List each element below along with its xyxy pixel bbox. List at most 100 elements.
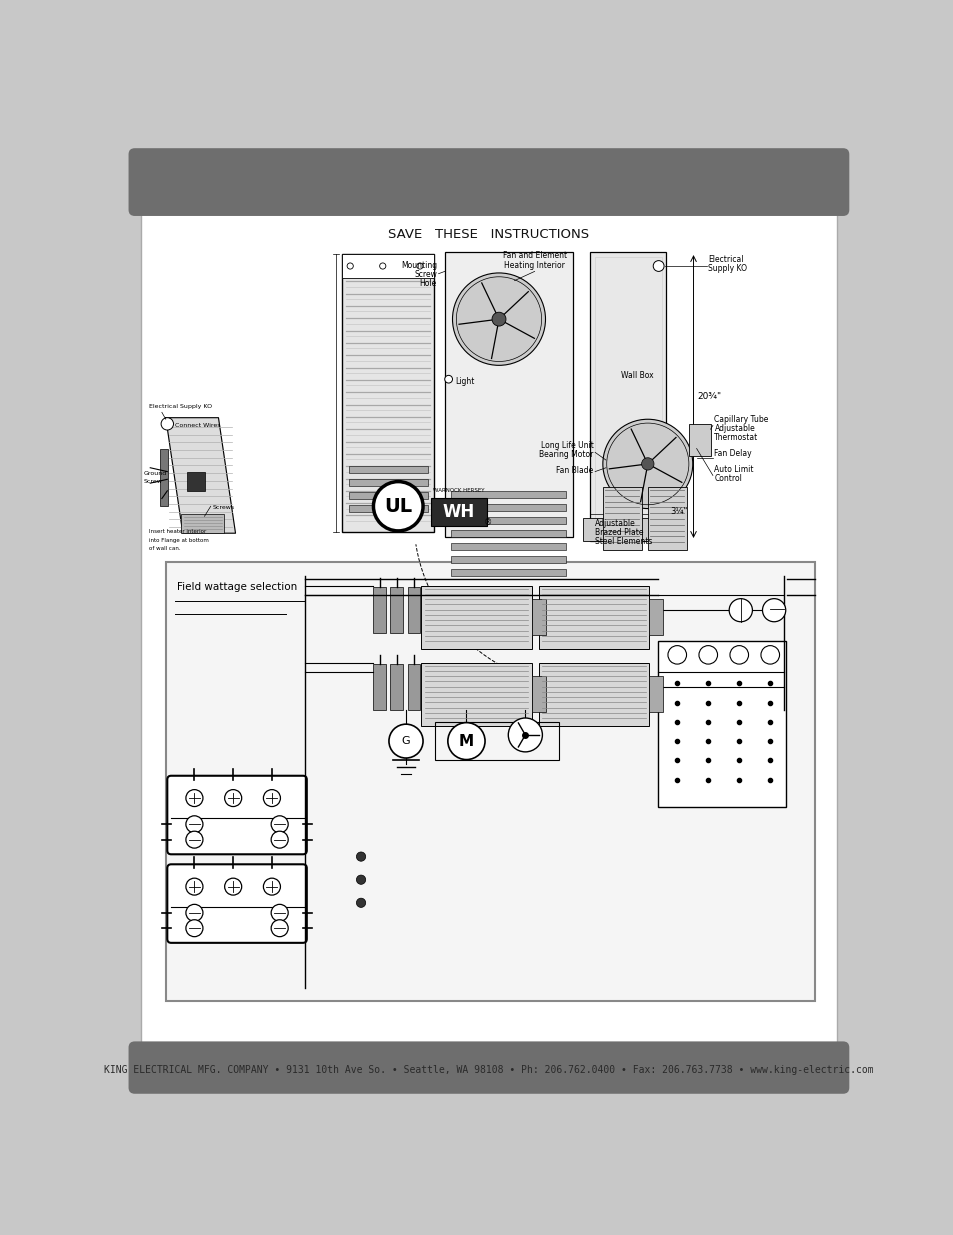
Text: Long Life Unit: Long Life Unit <box>540 441 593 451</box>
Circle shape <box>271 816 288 832</box>
Text: Brazed Plate: Brazed Plate <box>595 527 643 537</box>
Text: SAVE   THESE   INSTRUCTIONS: SAVE THESE INSTRUCTIONS <box>388 228 589 241</box>
Circle shape <box>416 263 422 269</box>
Text: Supply KO: Supply KO <box>707 264 746 273</box>
Circle shape <box>186 831 203 848</box>
Bar <box>451 504 566 511</box>
Circle shape <box>356 898 365 908</box>
Circle shape <box>447 722 484 760</box>
Text: Wall Box: Wall Box <box>620 370 654 379</box>
Bar <box>421 585 531 648</box>
Bar <box>390 664 402 710</box>
Bar <box>390 587 402 634</box>
Circle shape <box>641 458 654 471</box>
Bar <box>451 543 566 550</box>
Text: Capillary Tube: Capillary Tube <box>714 415 768 424</box>
Circle shape <box>379 263 385 269</box>
Text: WH: WH <box>442 503 475 521</box>
Circle shape <box>728 599 752 621</box>
Circle shape <box>356 852 365 861</box>
Text: Screws: Screws <box>212 505 234 510</box>
Circle shape <box>653 261 663 272</box>
Circle shape <box>760 646 779 664</box>
Bar <box>181 514 224 534</box>
Text: M: M <box>458 734 474 748</box>
FancyBboxPatch shape <box>129 1041 848 1094</box>
Text: 20¾": 20¾" <box>697 391 720 400</box>
Text: Field wattage selection: Field wattage selection <box>176 582 296 592</box>
Bar <box>348 493 427 499</box>
Circle shape <box>356 876 365 884</box>
Circle shape <box>761 599 785 621</box>
Bar <box>531 599 545 635</box>
Bar <box>538 585 649 648</box>
Text: Bearing Motor: Bearing Motor <box>538 450 593 459</box>
Text: Electrical Supply KO: Electrical Supply KO <box>149 404 212 410</box>
Circle shape <box>186 878 203 895</box>
Bar <box>451 517 566 524</box>
Text: Insert heater interior: Insert heater interior <box>149 530 206 535</box>
Text: into Flange at bottom: into Flange at bottom <box>149 537 209 542</box>
Bar <box>451 569 566 577</box>
Text: G: G <box>401 736 410 746</box>
FancyBboxPatch shape <box>129 148 848 216</box>
FancyBboxPatch shape <box>167 776 307 855</box>
Bar <box>590 252 666 541</box>
Circle shape <box>271 920 288 936</box>
Bar <box>373 587 385 634</box>
Circle shape <box>186 789 203 806</box>
Bar <box>451 556 566 563</box>
Circle shape <box>373 482 422 531</box>
Bar <box>407 587 419 634</box>
Text: Light: Light <box>455 377 474 387</box>
Bar <box>531 677 545 711</box>
Text: Thermostat: Thermostat <box>714 433 758 442</box>
Circle shape <box>263 878 280 895</box>
FancyBboxPatch shape <box>141 209 836 1044</box>
Circle shape <box>602 419 692 509</box>
Text: Ground: Ground <box>144 472 167 477</box>
Circle shape <box>389 724 422 758</box>
Bar <box>649 677 662 711</box>
Text: Screw: Screw <box>414 269 436 279</box>
Text: Auto Limit: Auto Limit <box>714 464 753 473</box>
Bar <box>658 641 785 806</box>
Bar <box>538 662 649 726</box>
Text: 3¼": 3¼" <box>670 508 687 516</box>
Text: Mounting: Mounting <box>400 261 436 269</box>
Circle shape <box>263 789 280 806</box>
Text: UL: UL <box>384 496 412 516</box>
Bar <box>688 424 710 456</box>
Circle shape <box>271 831 288 848</box>
Circle shape <box>271 904 288 921</box>
Circle shape <box>667 646 686 664</box>
Text: Fan Blade: Fan Blade <box>556 466 593 475</box>
Circle shape <box>186 816 203 832</box>
Circle shape <box>699 646 717 664</box>
Text: KING ELECTRICAL MFG. COMPANY • 9131 10th Ave So. • Seattle, WA 98108 • Ph: 206.7: KING ELECTRICAL MFG. COMPANY • 9131 10th… <box>104 1065 873 1074</box>
Circle shape <box>452 273 545 366</box>
Circle shape <box>224 789 241 806</box>
Bar <box>348 479 427 487</box>
Bar <box>373 664 385 710</box>
Circle shape <box>186 920 203 936</box>
FancyBboxPatch shape <box>167 864 307 942</box>
Polygon shape <box>166 417 235 534</box>
Bar <box>348 466 427 473</box>
Bar <box>187 472 204 490</box>
Bar <box>407 664 419 710</box>
Circle shape <box>186 904 203 921</box>
Bar <box>159 448 168 506</box>
Circle shape <box>508 718 542 752</box>
Text: Hole: Hole <box>419 279 436 288</box>
Bar <box>647 487 686 550</box>
Text: Control: Control <box>714 474 741 483</box>
Bar <box>421 662 531 726</box>
Text: Connect Wires: Connect Wires <box>174 422 220 429</box>
Text: Fan Delay: Fan Delay <box>714 450 751 458</box>
Bar <box>348 505 427 513</box>
Text: Screw: Screw <box>144 479 163 484</box>
Circle shape <box>444 375 452 383</box>
Bar <box>342 254 434 278</box>
Circle shape <box>161 417 173 430</box>
